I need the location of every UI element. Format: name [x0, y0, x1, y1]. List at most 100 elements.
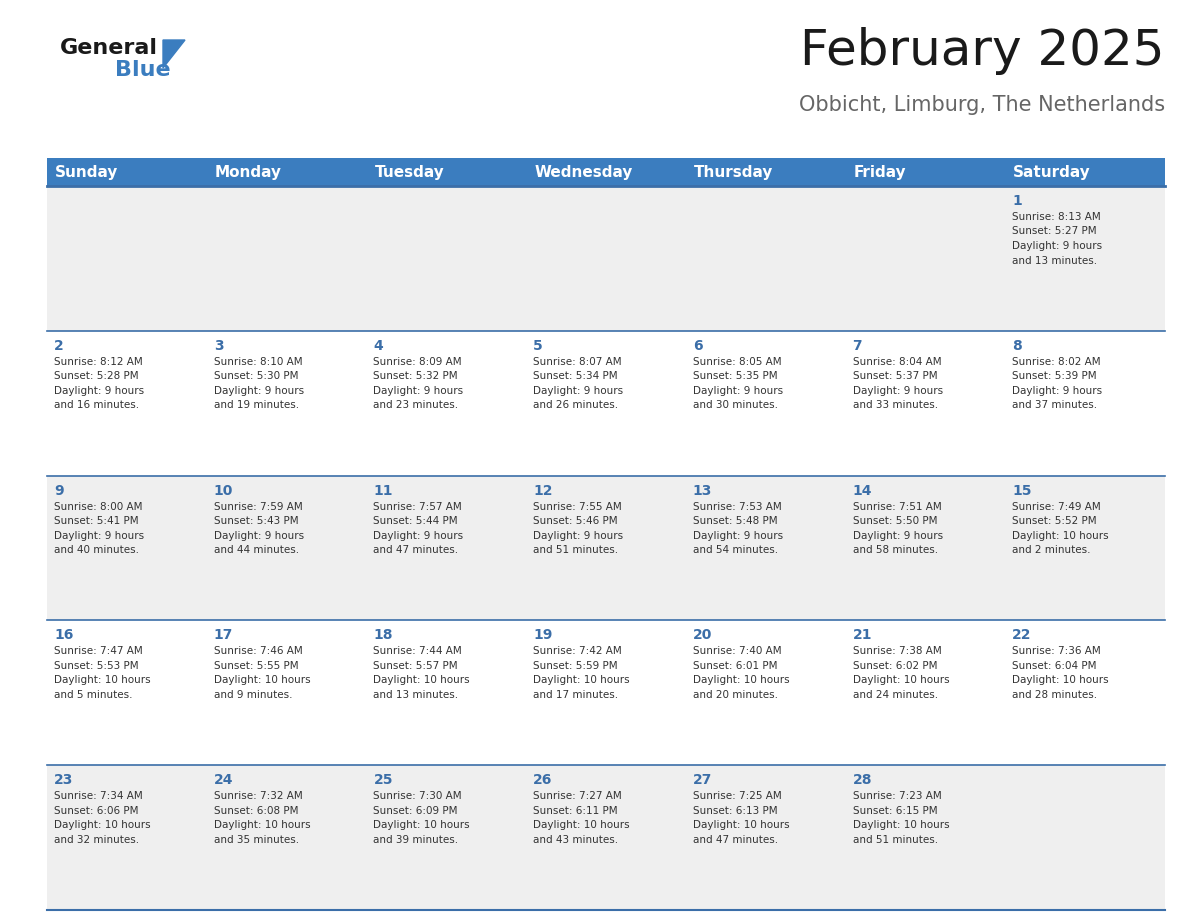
Text: Sunrise: 7:51 AM: Sunrise: 7:51 AM [853, 501, 941, 511]
Text: Thursday: Thursday [694, 164, 773, 180]
Text: and 47 minutes.: and 47 minutes. [373, 545, 459, 555]
Bar [846, 621, 1005, 766]
Text: and 2 minutes.: and 2 minutes. [1012, 545, 1091, 555]
Bar [366, 186, 526, 330]
Bar [1005, 476, 1165, 621]
Text: and 47 minutes.: and 47 minutes. [693, 834, 778, 845]
Bar [526, 766, 685, 910]
Text: 16: 16 [53, 629, 74, 643]
Text: Daylight: 10 hours: Daylight: 10 hours [533, 676, 630, 686]
Text: Sunset: 5:39 PM: Sunset: 5:39 PM [1012, 371, 1097, 381]
Text: Daylight: 9 hours: Daylight: 9 hours [373, 531, 463, 541]
Text: and 58 minutes.: and 58 minutes. [853, 545, 937, 555]
Text: Sunset: 6:01 PM: Sunset: 6:01 PM [693, 661, 777, 671]
Polygon shape [163, 40, 185, 68]
Text: 3: 3 [214, 339, 223, 353]
Bar [207, 476, 366, 621]
Text: and 23 minutes.: and 23 minutes. [373, 400, 459, 410]
Text: Sunrise: 7:46 AM: Sunrise: 7:46 AM [214, 646, 303, 656]
Text: Daylight: 9 hours: Daylight: 9 hours [533, 386, 624, 396]
Text: 21: 21 [853, 629, 872, 643]
Text: 23: 23 [53, 773, 74, 788]
Bar [1005, 186, 1165, 330]
Text: Sunset: 5:46 PM: Sunset: 5:46 PM [533, 516, 618, 526]
Text: Sunset: 5:30 PM: Sunset: 5:30 PM [214, 371, 298, 381]
Bar [48, 330, 207, 476]
Text: Sunrise: 7:36 AM: Sunrise: 7:36 AM [1012, 646, 1101, 656]
Text: and 24 minutes.: and 24 minutes. [853, 690, 937, 700]
Text: Sunset: 5:41 PM: Sunset: 5:41 PM [53, 516, 139, 526]
Bar [846, 766, 1005, 910]
Text: Daylight: 9 hours: Daylight: 9 hours [214, 531, 304, 541]
Text: Sunrise: 8:04 AM: Sunrise: 8:04 AM [853, 357, 941, 367]
Text: Sunset: 5:55 PM: Sunset: 5:55 PM [214, 661, 298, 671]
Text: and 28 minutes.: and 28 minutes. [1012, 690, 1098, 700]
Text: 26: 26 [533, 773, 552, 788]
Text: and 33 minutes.: and 33 minutes. [853, 400, 937, 410]
Text: and 51 minutes.: and 51 minutes. [853, 834, 937, 845]
Text: Sunrise: 8:07 AM: Sunrise: 8:07 AM [533, 357, 621, 367]
Text: Sunset: 5:34 PM: Sunset: 5:34 PM [533, 371, 618, 381]
Text: 4: 4 [373, 339, 384, 353]
Text: Daylight: 10 hours: Daylight: 10 hours [1012, 531, 1108, 541]
Text: Daylight: 9 hours: Daylight: 9 hours [53, 531, 144, 541]
Bar [685, 330, 846, 476]
Text: Daylight: 10 hours: Daylight: 10 hours [693, 820, 790, 830]
Text: Sunset: 5:32 PM: Sunset: 5:32 PM [373, 371, 459, 381]
Bar [685, 158, 846, 186]
Text: and 5 minutes.: and 5 minutes. [53, 690, 133, 700]
Text: Sunrise: 8:02 AM: Sunrise: 8:02 AM [1012, 357, 1101, 367]
Bar [207, 186, 366, 330]
Bar [526, 476, 685, 621]
Text: 2: 2 [53, 339, 64, 353]
Text: and 20 minutes.: and 20 minutes. [693, 690, 778, 700]
Text: Sunrise: 7:40 AM: Sunrise: 7:40 AM [693, 646, 782, 656]
Text: Sunrise: 8:00 AM: Sunrise: 8:00 AM [53, 501, 143, 511]
Text: Daylight: 10 hours: Daylight: 10 hours [53, 820, 151, 830]
Text: Sunrise: 7:42 AM: Sunrise: 7:42 AM [533, 646, 621, 656]
Text: and 32 minutes.: and 32 minutes. [53, 834, 139, 845]
Bar [207, 330, 366, 476]
Text: and 19 minutes.: and 19 minutes. [214, 400, 299, 410]
Text: Daylight: 10 hours: Daylight: 10 hours [214, 820, 310, 830]
Text: Wednesday: Wednesday [535, 164, 632, 180]
Bar [685, 766, 846, 910]
Text: Daylight: 9 hours: Daylight: 9 hours [53, 386, 144, 396]
Bar [207, 621, 366, 766]
Text: General: General [61, 38, 158, 58]
Text: Sunrise: 7:30 AM: Sunrise: 7:30 AM [373, 791, 462, 801]
Bar [1005, 158, 1165, 186]
Bar [366, 476, 526, 621]
Text: Sunset: 6:11 PM: Sunset: 6:11 PM [533, 806, 618, 816]
Text: and 9 minutes.: and 9 minutes. [214, 690, 292, 700]
Text: 28: 28 [853, 773, 872, 788]
Text: 5: 5 [533, 339, 543, 353]
Bar [366, 158, 526, 186]
Text: Sunset: 6:02 PM: Sunset: 6:02 PM [853, 661, 937, 671]
Text: Daylight: 10 hours: Daylight: 10 hours [693, 676, 790, 686]
Bar [526, 621, 685, 766]
Text: Sunset: 5:37 PM: Sunset: 5:37 PM [853, 371, 937, 381]
Text: Daylight: 10 hours: Daylight: 10 hours [214, 676, 310, 686]
Text: Sunset: 6:15 PM: Sunset: 6:15 PM [853, 806, 937, 816]
Text: Daylight: 9 hours: Daylight: 9 hours [853, 386, 943, 396]
Text: Sunset: 5:57 PM: Sunset: 5:57 PM [373, 661, 459, 671]
Text: Sunset: 5:59 PM: Sunset: 5:59 PM [533, 661, 618, 671]
Bar [846, 330, 1005, 476]
Text: and 16 minutes.: and 16 minutes. [53, 400, 139, 410]
Text: and 30 minutes.: and 30 minutes. [693, 400, 778, 410]
Text: Sunday: Sunday [55, 164, 119, 180]
Text: 27: 27 [693, 773, 713, 788]
Text: Daylight: 9 hours: Daylight: 9 hours [1012, 241, 1102, 251]
Text: Sunset: 5:44 PM: Sunset: 5:44 PM [373, 516, 459, 526]
Text: Sunset: 6:08 PM: Sunset: 6:08 PM [214, 806, 298, 816]
Text: Sunset: 5:43 PM: Sunset: 5:43 PM [214, 516, 298, 526]
Text: 15: 15 [1012, 484, 1032, 498]
Text: and 13 minutes.: and 13 minutes. [373, 690, 459, 700]
Bar [685, 476, 846, 621]
Bar [366, 766, 526, 910]
Text: 9: 9 [53, 484, 64, 498]
Text: 20: 20 [693, 629, 713, 643]
Text: Sunrise: 7:53 AM: Sunrise: 7:53 AM [693, 501, 782, 511]
Text: Saturday: Saturday [1013, 164, 1091, 180]
